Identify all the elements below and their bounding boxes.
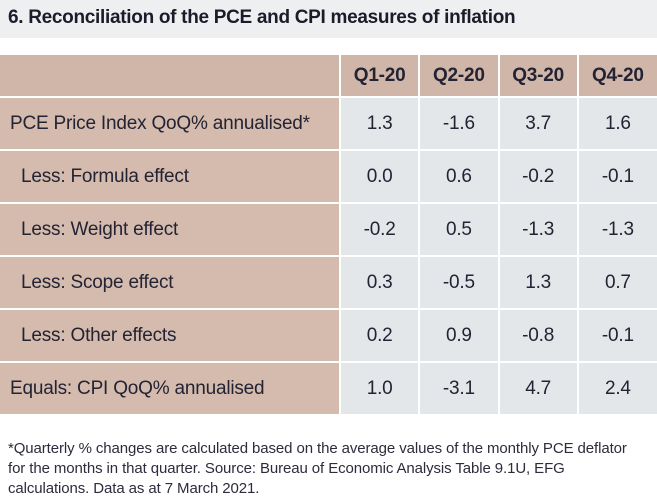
value-cell: 0.2: [339, 308, 420, 362]
value-cell: 4.7: [497, 361, 578, 414]
column-header-q2-20: Q2-20: [418, 55, 499, 97]
column-header-q3-20: Q3-20: [497, 55, 578, 97]
column-header-q1-20: Q1-20: [339, 55, 420, 97]
value-cell: -0.2: [339, 202, 420, 256]
table-row-cpi-qoq: Equals: CPI QoQ% annualised 1.0 -3.1 4.7…: [0, 361, 657, 414]
value-cell: 1.3: [339, 96, 420, 150]
corner-cell: [0, 55, 341, 97]
row-label: Equals: CPI QoQ% annualised: [0, 361, 341, 414]
value-cell: 3.7: [497, 96, 578, 150]
row-label: Less: Formula effect: [0, 149, 341, 203]
row-label: Less: Scope effect: [0, 255, 341, 309]
value-cell: -0.2: [497, 149, 578, 203]
value-cell: 0.5: [418, 202, 499, 256]
value-cell: 0.6: [418, 149, 499, 203]
table-row-weight-effect: Less: Weight effect -0.2 0.5 -1.3 -1.3: [0, 202, 657, 256]
value-cell: 0.7: [576, 255, 657, 309]
figure-title-bar: 6. Reconciliation of the PCE and CPI mea…: [0, 0, 657, 38]
value-cell: 0.9: [418, 308, 499, 362]
row-label: Less: Weight effect: [0, 202, 341, 256]
table-row-other-effects: Less: Other effects 0.2 0.9 -0.8 -0.1: [0, 308, 657, 362]
value-cell: 2.4: [576, 361, 657, 414]
value-cell: -0.8: [497, 308, 578, 362]
value-cell: 1.0: [339, 361, 420, 414]
value-cell: -3.1: [418, 361, 499, 414]
value-cell: 0.0: [339, 149, 420, 203]
value-cell: 1.3: [497, 255, 578, 309]
value-cell: -0.1: [576, 149, 657, 203]
figure-title: 6. Reconciliation of the PCE and CPI mea…: [8, 7, 516, 28]
value-cell: 1.6: [576, 96, 657, 150]
reconciliation-table: Q1-20 Q2-20 Q3-20 Q4-20 PCE Price Index …: [0, 55, 657, 414]
row-label: PCE Price Index QoQ% annualised*: [0, 96, 341, 150]
table-row-scope-effect: Less: Scope effect 0.3 -0.5 1.3 0.7: [0, 255, 657, 309]
value-cell: 0.3: [339, 255, 420, 309]
header-row: Q1-20 Q2-20 Q3-20 Q4-20: [0, 55, 657, 97]
value-cell: -0.1: [576, 308, 657, 362]
table-row-pce-price-index: PCE Price Index QoQ% annualised* 1.3 -1.…: [0, 96, 657, 150]
table-row-formula-effect: Less: Formula effect 0.0 0.6 -0.2 -0.1: [0, 149, 657, 203]
value-cell: -1.6: [418, 96, 499, 150]
value-cell: -1.3: [576, 202, 657, 256]
row-label: Less: Other effects: [0, 308, 341, 362]
value-cell: -1.3: [497, 202, 578, 256]
footnote: *Quarterly % changes are calculated base…: [8, 440, 627, 497]
column-header-q4-20: Q4-20: [576, 55, 657, 97]
value-cell: -0.5: [418, 255, 499, 309]
